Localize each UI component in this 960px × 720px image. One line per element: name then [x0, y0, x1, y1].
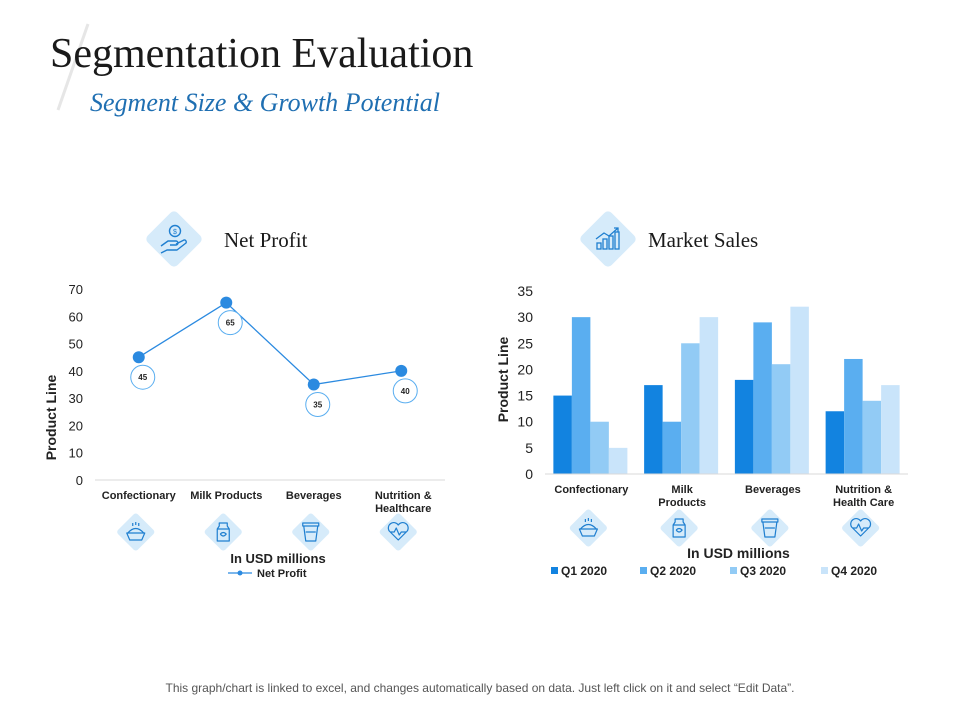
- bar-chart-y-tick: 20: [517, 361, 533, 377]
- line-chart-y-tick: 40: [69, 364, 83, 379]
- bar-chart-y-tick: 30: [517, 309, 533, 325]
- footnote: This graph/chart is linked to excel, and…: [165, 681, 795, 695]
- bar-q2-2020: [571, 317, 591, 474]
- net-profit-title: Net Profit: [224, 228, 308, 252]
- bar-q3-2020: [771, 364, 791, 474]
- pie-icon: [569, 509, 607, 547]
- line-chart-x-tick: Nutrition & Healthcare: [375, 490, 432, 515]
- legend-swatch: [821, 567, 828, 574]
- line-chart-y-tick: 60: [69, 309, 83, 324]
- line-chart-x-tick: Beverages: [286, 490, 342, 502]
- net-profit-data-label: 45: [138, 373, 147, 382]
- bar-chart-y-tick: 5: [525, 440, 533, 456]
- pie-icon: [117, 513, 155, 551]
- bar-q3-2020: [590, 421, 609, 474]
- bar-chart-x-tick: Confectionary: [554, 484, 629, 496]
- line-chart-x-tick: Milk Products: [190, 490, 262, 502]
- data-label-bubble: [392, 378, 418, 404]
- page-title: Segmentation Evaluation: [50, 31, 474, 77]
- net-profit-data-label: 65: [226, 319, 235, 328]
- line-chart-y-tick: 0: [76, 473, 83, 488]
- bar-q2-2020: [753, 322, 772, 474]
- bar-chart-y-tick: 35: [517, 283, 533, 299]
- page-subtitle: Segment Size & Growth Potential: [90, 88, 440, 117]
- bar-chart-y-tick: 15: [517, 388, 533, 404]
- bar-q1-2020: [644, 385, 663, 474]
- line-chart-y-tick: 50: [69, 337, 83, 352]
- line-chart-x-tick: Confectionary: [102, 490, 177, 502]
- line-chart-y-tick: 70: [69, 282, 83, 297]
- milk-carton-icon: [660, 509, 698, 547]
- milk-carton-icon: [204, 513, 242, 551]
- net-profit-point: [220, 296, 233, 309]
- bar-q4-2020: [608, 447, 628, 474]
- net-profit-data-label: 35: [313, 401, 322, 410]
- bar-q3-2020: [862, 400, 882, 474]
- net-profit-point: [307, 378, 320, 391]
- bar-q2-2020: [662, 421, 682, 474]
- hand-money-icon: $: [146, 211, 202, 267]
- legend-swatch: [730, 567, 737, 574]
- bar-q1-2020: [734, 379, 754, 474]
- bar-chart-x-tick: Nutrition & Health Care: [833, 484, 894, 509]
- bar-chart-x-label: In USD millions: [687, 545, 790, 561]
- net-profit-series-line: [138, 301, 402, 386]
- bar-chart-x-tick: Beverages: [745, 484, 801, 496]
- svg-text:$: $: [173, 229, 177, 236]
- bar-q2-2020: [844, 358, 863, 474]
- legend-q2-2020: Q2 2020: [650, 564, 696, 578]
- bar-q4-2020: [881, 385, 900, 474]
- line-chart-y-label: Product Line: [43, 375, 59, 461]
- line-chart-y-tick: 30: [69, 391, 83, 406]
- decorative-slash: [56, 23, 90, 111]
- heartbeat-icon: [842, 509, 880, 547]
- legend-swatch: [640, 567, 647, 574]
- legend-q1-2020: Q1 2020: [561, 564, 607, 578]
- market-sales-title: Market Sales: [648, 228, 759, 252]
- bar-q1-2020: [825, 411, 845, 474]
- bar-chart-y-tick: 0: [525, 466, 533, 482]
- bar-q4-2020: [790, 306, 809, 474]
- line-chart-y-tick: 20: [69, 418, 83, 433]
- bar-q4-2020: [699, 317, 719, 474]
- heartbeat-icon: [379, 513, 417, 551]
- coffee-cup-icon: [751, 509, 789, 547]
- bar-chart-y-label: Product Line: [495, 337, 511, 423]
- net-profit-point: [395, 364, 408, 377]
- legend-point-swatch: [237, 570, 243, 576]
- bar-chart-y-tick: 25: [517, 335, 533, 351]
- legend-net-profit: Net Profit: [257, 568, 307, 580]
- data-label-bubble: [217, 310, 243, 336]
- bar-chart-y-tick: 10: [517, 414, 533, 430]
- growth-chart-icon: [580, 211, 636, 267]
- legend-q4-2020: Q4 2020: [831, 564, 877, 578]
- bar-q3-2020: [681, 343, 700, 474]
- legend-q3-2020: Q3 2020: [740, 564, 786, 578]
- net-profit-point: [132, 351, 145, 364]
- net-profit-data-label: 40: [401, 387, 410, 396]
- line-chart-y-tick: 10: [69, 446, 83, 461]
- data-label-bubble: [130, 364, 156, 390]
- legend-swatch: [551, 567, 558, 574]
- coffee-cup-icon: [292, 513, 330, 551]
- bar-chart-x-tick: Milk Products: [658, 484, 706, 509]
- bar-q1-2020: [553, 395, 572, 474]
- line-chart-x-label: In USD millions: [230, 551, 325, 566]
- data-label-bubble: [305, 392, 331, 417]
